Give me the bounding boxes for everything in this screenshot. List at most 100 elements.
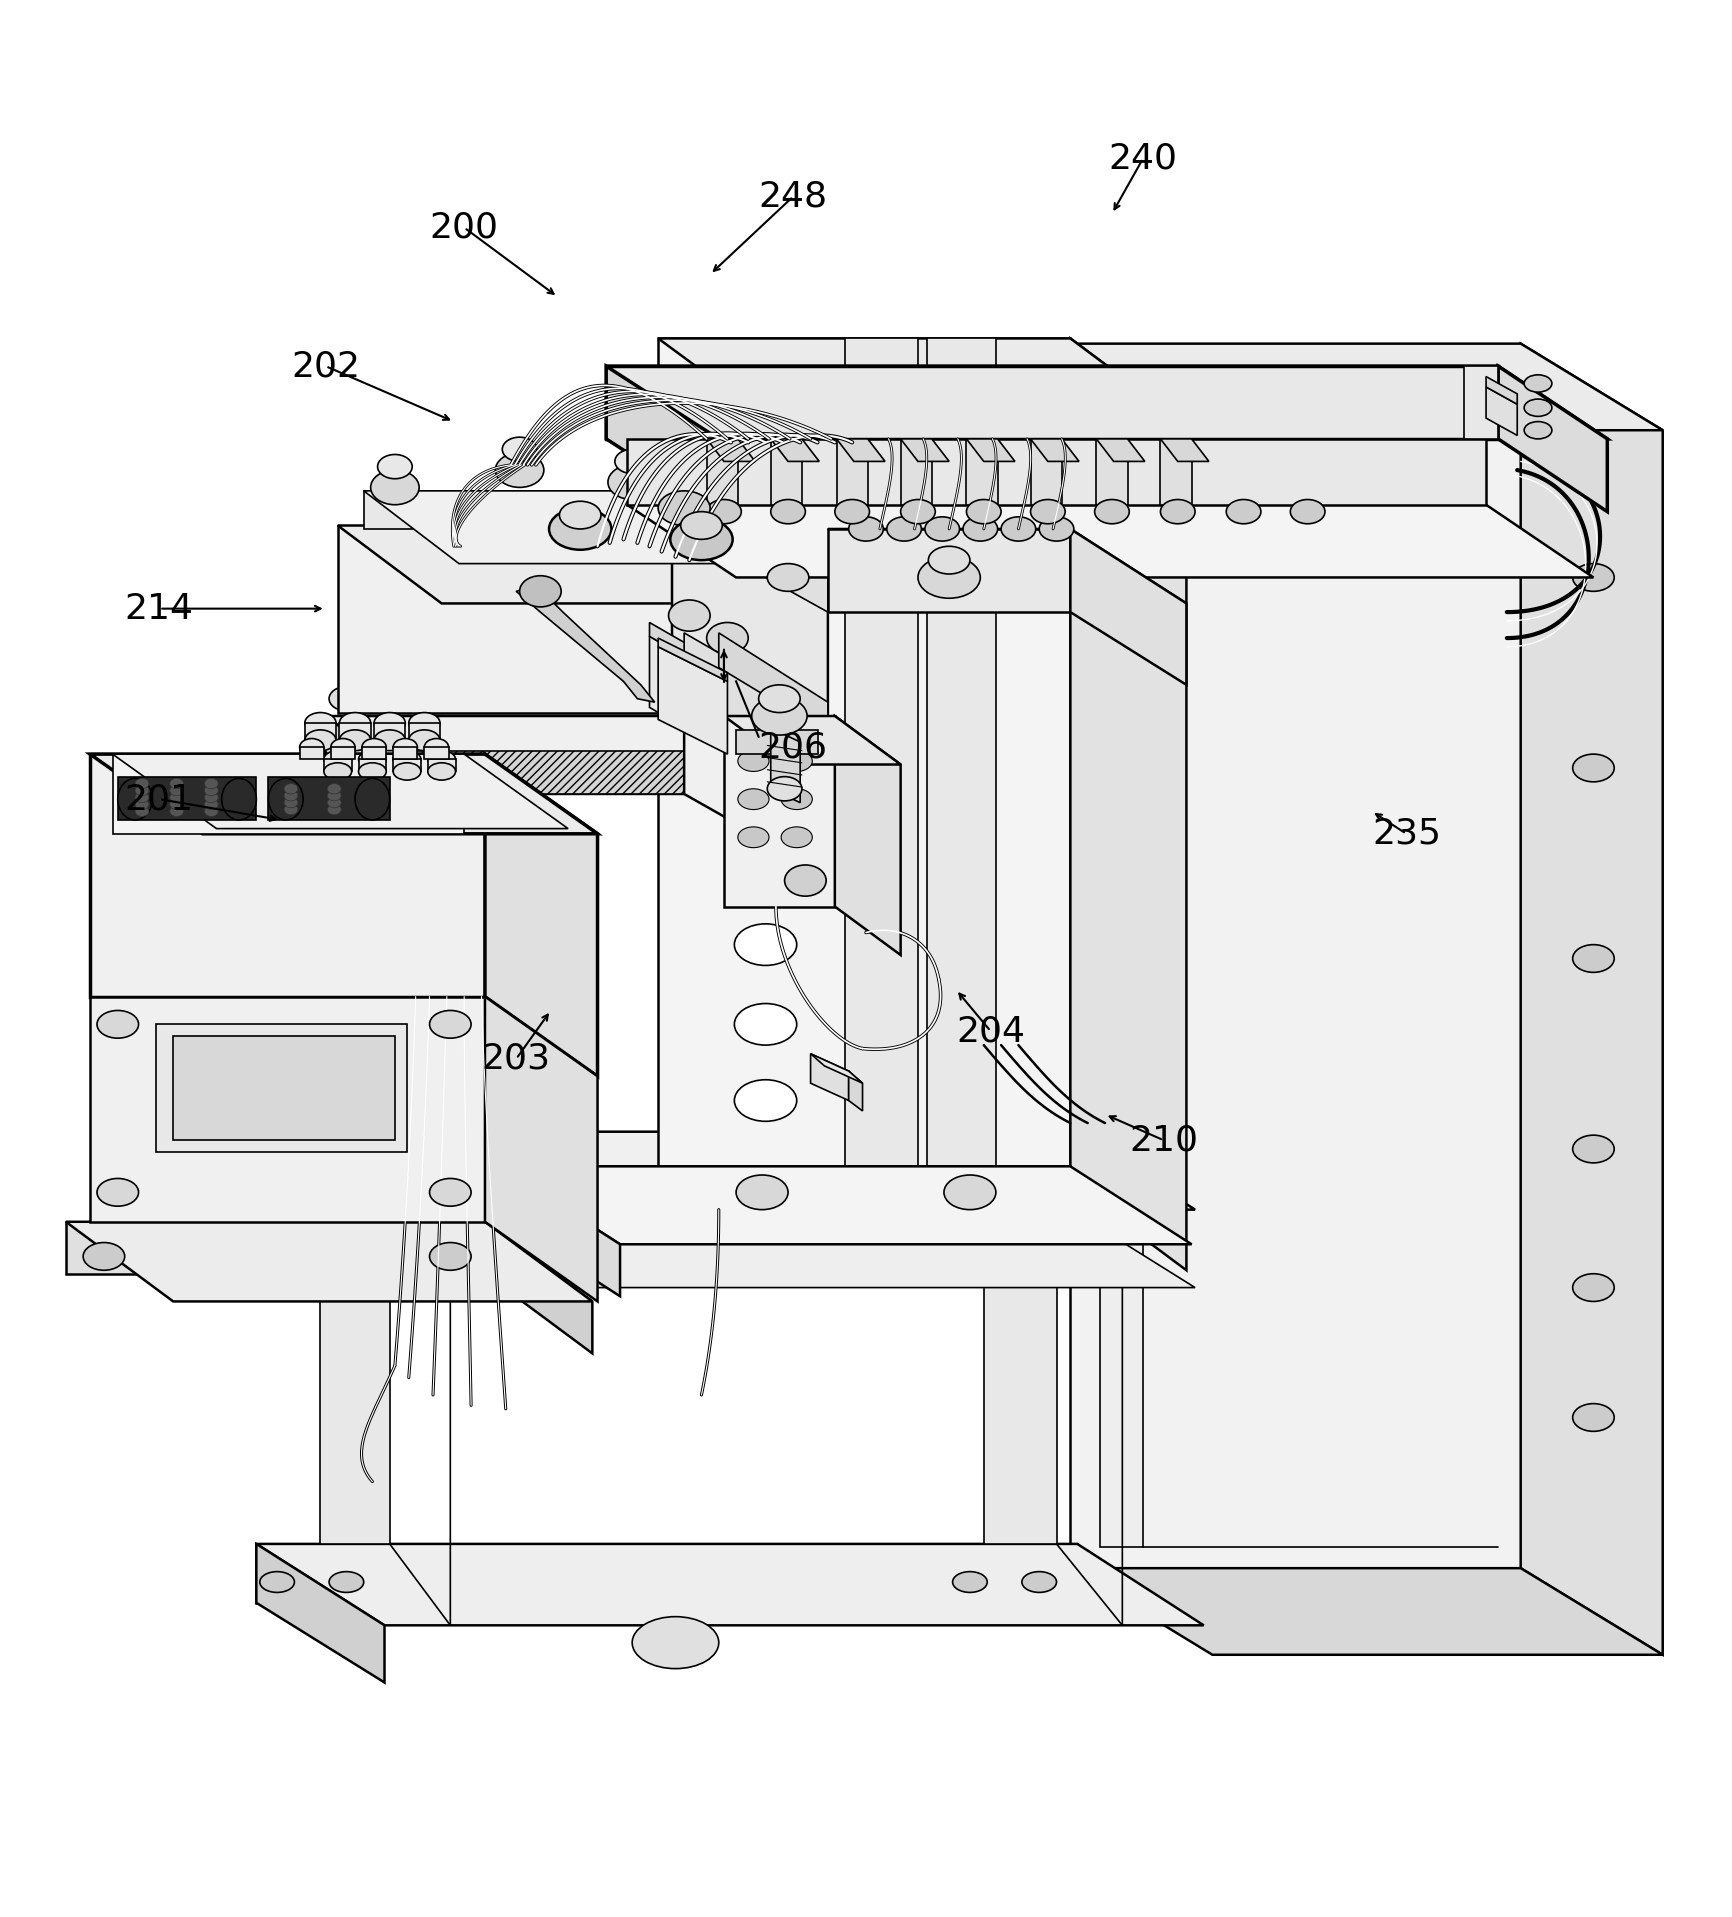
- Ellipse shape: [1573, 753, 1614, 782]
- Ellipse shape: [284, 790, 298, 801]
- Ellipse shape: [364, 686, 398, 711]
- Ellipse shape: [707, 500, 741, 523]
- Ellipse shape: [170, 805, 184, 817]
- Polygon shape: [684, 525, 788, 794]
- Ellipse shape: [615, 449, 650, 473]
- Polygon shape: [374, 723, 405, 740]
- Ellipse shape: [359, 763, 386, 780]
- Ellipse shape: [944, 1175, 996, 1210]
- Ellipse shape: [953, 1572, 987, 1593]
- Polygon shape: [499, 1166, 1192, 1244]
- Ellipse shape: [495, 452, 544, 487]
- Ellipse shape: [222, 778, 256, 820]
- Polygon shape: [1070, 343, 1521, 1568]
- Polygon shape: [736, 730, 818, 753]
- Polygon shape: [672, 439, 828, 612]
- Ellipse shape: [1039, 518, 1074, 541]
- Ellipse shape: [135, 792, 149, 803]
- Polygon shape: [324, 759, 352, 771]
- Polygon shape: [90, 997, 485, 1221]
- Ellipse shape: [374, 730, 405, 751]
- Polygon shape: [428, 759, 456, 771]
- Ellipse shape: [359, 751, 386, 769]
- Ellipse shape: [1524, 376, 1552, 393]
- Ellipse shape: [204, 799, 218, 809]
- Ellipse shape: [284, 805, 298, 815]
- Ellipse shape: [430, 1242, 471, 1271]
- Polygon shape: [1031, 439, 1062, 504]
- Ellipse shape: [170, 786, 184, 796]
- Polygon shape: [828, 529, 1186, 604]
- Polygon shape: [1070, 529, 1186, 684]
- Polygon shape: [464, 771, 551, 932]
- Polygon shape: [927, 339, 996, 1183]
- Ellipse shape: [135, 778, 149, 788]
- Polygon shape: [901, 439, 932, 504]
- Polygon shape: [338, 525, 684, 713]
- Polygon shape: [650, 623, 788, 717]
- Ellipse shape: [1573, 945, 1614, 972]
- Polygon shape: [320, 1131, 442, 1279]
- Ellipse shape: [759, 684, 800, 713]
- Polygon shape: [684, 633, 828, 794]
- Ellipse shape: [559, 500, 601, 529]
- Text: 201: 201: [125, 782, 194, 817]
- Polygon shape: [118, 776, 256, 820]
- Polygon shape: [393, 759, 421, 771]
- Ellipse shape: [887, 518, 921, 541]
- Polygon shape: [338, 525, 788, 604]
- Ellipse shape: [393, 763, 421, 780]
- Ellipse shape: [1573, 564, 1614, 590]
- Polygon shape: [1160, 439, 1209, 462]
- Ellipse shape: [1001, 518, 1036, 541]
- Ellipse shape: [608, 466, 656, 500]
- Polygon shape: [331, 748, 355, 759]
- Polygon shape: [658, 638, 727, 681]
- Polygon shape: [499, 1166, 620, 1296]
- Ellipse shape: [901, 500, 935, 523]
- Ellipse shape: [374, 713, 405, 734]
- Polygon shape: [1096, 439, 1128, 504]
- Ellipse shape: [430, 1179, 471, 1206]
- Polygon shape: [966, 439, 998, 504]
- Ellipse shape: [1022, 1572, 1057, 1593]
- Polygon shape: [1486, 376, 1517, 404]
- Polygon shape: [499, 1166, 1070, 1219]
- Ellipse shape: [632, 1616, 719, 1668]
- Ellipse shape: [393, 738, 417, 755]
- Polygon shape: [326, 717, 724, 771]
- Ellipse shape: [734, 521, 797, 564]
- Ellipse shape: [355, 778, 390, 820]
- Ellipse shape: [305, 713, 336, 734]
- Ellipse shape: [393, 751, 421, 769]
- Polygon shape: [658, 339, 1186, 426]
- Polygon shape: [372, 1210, 1195, 1288]
- Polygon shape: [1070, 1568, 1663, 1654]
- Ellipse shape: [204, 805, 218, 817]
- Ellipse shape: [849, 518, 883, 541]
- Polygon shape: [707, 439, 738, 504]
- Polygon shape: [485, 1221, 592, 1353]
- Ellipse shape: [97, 1179, 139, 1206]
- Text: 204: 204: [956, 1014, 1025, 1049]
- Ellipse shape: [428, 763, 456, 780]
- Polygon shape: [835, 717, 901, 955]
- Polygon shape: [724, 717, 901, 765]
- Ellipse shape: [1573, 1403, 1614, 1432]
- Ellipse shape: [327, 805, 341, 815]
- Polygon shape: [1521, 343, 1663, 1654]
- Ellipse shape: [835, 500, 869, 523]
- Polygon shape: [901, 439, 949, 462]
- Polygon shape: [485, 997, 598, 1302]
- Ellipse shape: [305, 730, 336, 751]
- Ellipse shape: [1226, 500, 1261, 523]
- Polygon shape: [393, 748, 417, 759]
- Polygon shape: [606, 366, 719, 512]
- Ellipse shape: [669, 600, 710, 631]
- Polygon shape: [837, 439, 885, 462]
- Polygon shape: [516, 587, 655, 702]
- Polygon shape: [485, 753, 598, 1075]
- Polygon shape: [658, 646, 727, 753]
- Ellipse shape: [327, 790, 341, 801]
- Polygon shape: [320, 1131, 1195, 1210]
